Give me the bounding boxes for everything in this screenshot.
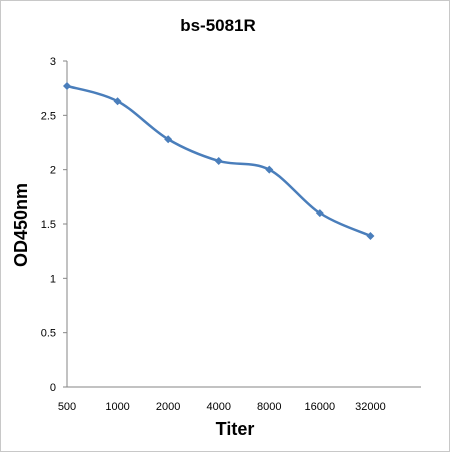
data-point-marker [164, 135, 173, 144]
y-tick-label: 0 [50, 382, 56, 394]
x-tick-label: 8000 [257, 401, 281, 413]
y-axis-title: OD450nm [11, 183, 31, 267]
x-tick-label: 16000 [305, 401, 336, 413]
x-tick-label: 4000 [206, 401, 230, 413]
chart-title: bs-5081R [180, 16, 256, 35]
x-tick-label: 500 [58, 401, 76, 413]
y-tick-label: 2 [50, 165, 56, 177]
y-tick-label: 3 [50, 56, 56, 68]
y-tick-label: 1 [50, 273, 56, 285]
y-tick-label: 2.5 [41, 110, 56, 122]
data-point-marker [366, 231, 375, 240]
data-point-marker [315, 209, 324, 218]
data-point-marker [113, 97, 122, 106]
x-tick-label: 32000 [355, 401, 386, 413]
data-point-marker [265, 165, 274, 174]
x-axis-ticks: 500 1000 2000 4000 8000 16000 32000 [58, 401, 386, 413]
series-layer [63, 81, 375, 240]
x-axis-title: Titer [216, 419, 255, 439]
y-tick-label: 1.5 [41, 219, 56, 231]
x-tick-label: 2000 [156, 401, 180, 413]
x-tick-label: 1000 [105, 401, 129, 413]
data-point-marker [63, 81, 71, 90]
data-point-marker [214, 156, 223, 165]
y-axis-ticks: 0 0.5 1 1.5 2 2.5 3 [41, 56, 67, 394]
y-tick-label: 0.5 [41, 328, 56, 340]
